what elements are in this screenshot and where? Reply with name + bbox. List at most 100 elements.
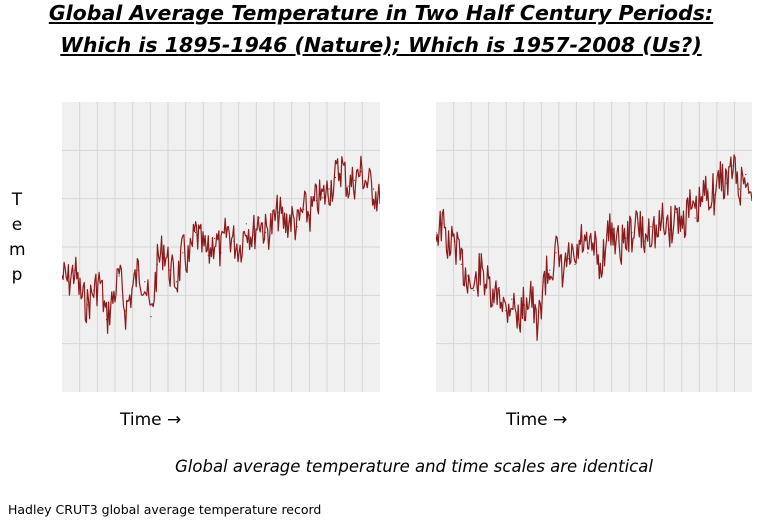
data-point (360, 171, 362, 173)
data-point (118, 275, 120, 277)
data-point (245, 223, 247, 225)
data-point (612, 229, 614, 231)
y-axis-letter: e (11, 215, 23, 235)
data-point (713, 194, 715, 196)
data-point (169, 269, 171, 271)
data-point (467, 275, 469, 277)
data-point (80, 295, 82, 297)
data-point (625, 237, 627, 239)
data-point (656, 234, 658, 236)
data-point (675, 211, 677, 213)
data-point (67, 281, 69, 283)
data-point (99, 281, 101, 283)
source-credit: Hadley CRUT3 global average temperature … (8, 502, 322, 517)
data-point (271, 226, 273, 228)
data-point (448, 246, 450, 248)
data-point (354, 179, 356, 181)
data-point (214, 237, 216, 239)
data-point (618, 246, 620, 248)
data-point (366, 182, 368, 184)
data-point (644, 240, 646, 242)
data-point (74, 269, 76, 271)
data-point (568, 258, 570, 260)
data-point (593, 246, 595, 248)
data-point (150, 316, 152, 318)
data-point (373, 188, 375, 190)
y-axis-letter: T (11, 190, 23, 210)
temperature-series-line (62, 155, 380, 334)
data-point (207, 255, 209, 257)
data-point (239, 246, 241, 248)
y-axis-label: T e m p (9, 188, 26, 288)
data-point (732, 165, 734, 167)
data-point (694, 217, 696, 219)
data-point (144, 281, 146, 283)
title-line-1: Global Average Temperature in Two Half C… (48, 1, 714, 25)
data-point (669, 229, 671, 231)
data-point (555, 252, 557, 254)
data-point (681, 223, 684, 225)
data-point (125, 310, 127, 312)
data-point (252, 234, 254, 236)
data-point (86, 304, 88, 306)
data-point (309, 214, 311, 216)
data-point (745, 173, 747, 176)
data-point (719, 176, 721, 178)
data-point (587, 252, 589, 254)
data-point (700, 200, 702, 202)
data-point (131, 289, 133, 292)
data-point (580, 240, 582, 242)
data-point (137, 269, 139, 271)
data-point (517, 318, 519, 321)
data-point (105, 318, 108, 321)
data-point (284, 223, 286, 225)
data-point (688, 205, 690, 207)
data-point (62, 275, 63, 277)
data-point (726, 182, 728, 184)
data-point (662, 217, 665, 219)
data-point (328, 188, 330, 190)
data-point (542, 281, 544, 283)
data-point (536, 333, 538, 335)
data-point (233, 240, 235, 242)
data-point (322, 197, 324, 199)
title-line-2: Which is 1895-1946 (Nature); Which is 19… (60, 33, 702, 57)
data-point (631, 231, 633, 234)
data-point (599, 269, 601, 271)
data-point (290, 217, 292, 219)
footnote: Global average temperature and time scal… (175, 457, 653, 476)
data-point (175, 281, 178, 283)
data-point (277, 211, 279, 213)
data-point (93, 289, 95, 292)
data-point (751, 200, 752, 202)
data-point (436, 231, 437, 234)
chart-panel-right (436, 102, 752, 392)
data-point (549, 269, 551, 271)
data-point (574, 263, 576, 265)
y-axis-letter: m (9, 240, 26, 260)
data-point (511, 298, 513, 300)
data-point (220, 252, 222, 254)
x-axis-label-left: Time → (120, 410, 182, 430)
data-point (441, 223, 443, 225)
data-point (637, 223, 639, 225)
temperature-series-line (436, 154, 752, 341)
data-point (296, 226, 298, 228)
data-point (479, 269, 481, 271)
data-point (195, 231, 197, 234)
data-point (707, 188, 709, 190)
data-point (379, 202, 380, 205)
data-point (201, 246, 203, 248)
data-point (315, 200, 317, 202)
data-point (504, 310, 507, 312)
x-axis-label-right: Time → (506, 410, 568, 430)
data-point (226, 229, 228, 231)
y-axis-letter: p (11, 265, 23, 285)
data-point (473, 289, 475, 292)
data-point (460, 263, 462, 265)
data-point (182, 252, 184, 254)
data-point (156, 263, 158, 265)
data-point (454, 240, 456, 242)
data-point (523, 304, 526, 306)
data-point (188, 260, 190, 263)
